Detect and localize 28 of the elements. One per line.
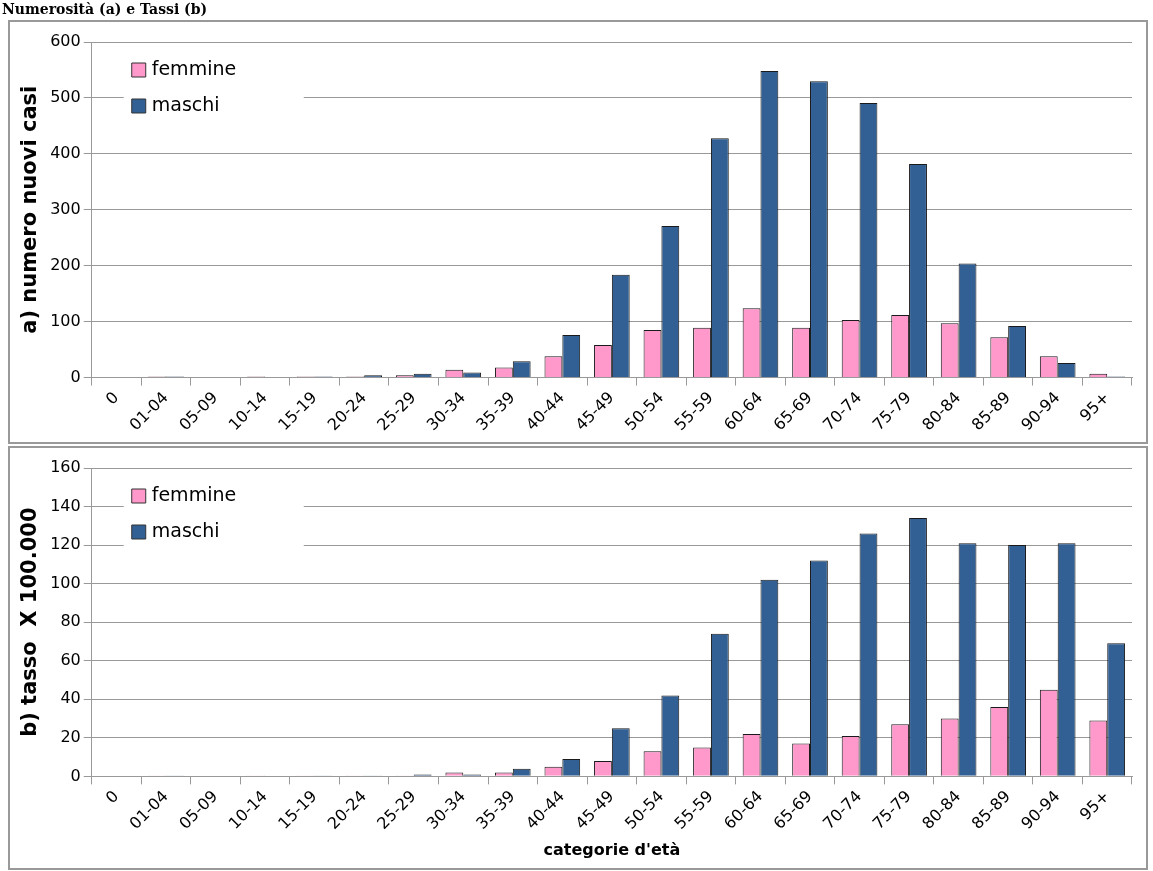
legend-label: maschi	[151, 92, 220, 115]
chart-title: Numerosità (a) e Tassi (b)	[2, 1, 208, 17]
y-tick-label: 200	[50, 254, 81, 274]
y-tick-label: 20	[60, 726, 81, 746]
y-tick-label: 120	[50, 534, 81, 554]
y-tick-label: 140	[50, 495, 81, 515]
y-axis-title: b) tasso X 100.000	[17, 507, 42, 737]
y-tick-label: 40	[60, 688, 81, 708]
y-tick-label: 500	[50, 87, 81, 107]
x-axis-title: categorie d'età	[543, 839, 681, 859]
x-tick-label: 0	[101, 387, 123, 409]
y-tick-label: 160	[50, 457, 81, 477]
y-tick-label: 400	[50, 143, 81, 163]
y-tick-label: 600	[50, 31, 81, 51]
y-tick-label: 0	[70, 366, 81, 386]
legend-label: maschi	[151, 518, 220, 541]
y-tick-label: 80	[60, 611, 81, 631]
y-tick-label: 100	[50, 310, 81, 330]
y-tick-label: 300	[50, 198, 81, 218]
x-tick-label: 95+	[1075, 786, 1113, 824]
x-tick-label: 95+	[1075, 387, 1113, 425]
y-tick-label: 0	[70, 765, 81, 785]
x-tick-label: 0	[101, 786, 123, 808]
y-axis-title: a) numero nuovi casi	[17, 85, 42, 334]
legend-label: femmine	[151, 56, 237, 79]
legend-label: femmine	[151, 482, 237, 505]
y-tick-label: 100	[50, 572, 81, 592]
y-tick-label: 60	[60, 649, 81, 669]
